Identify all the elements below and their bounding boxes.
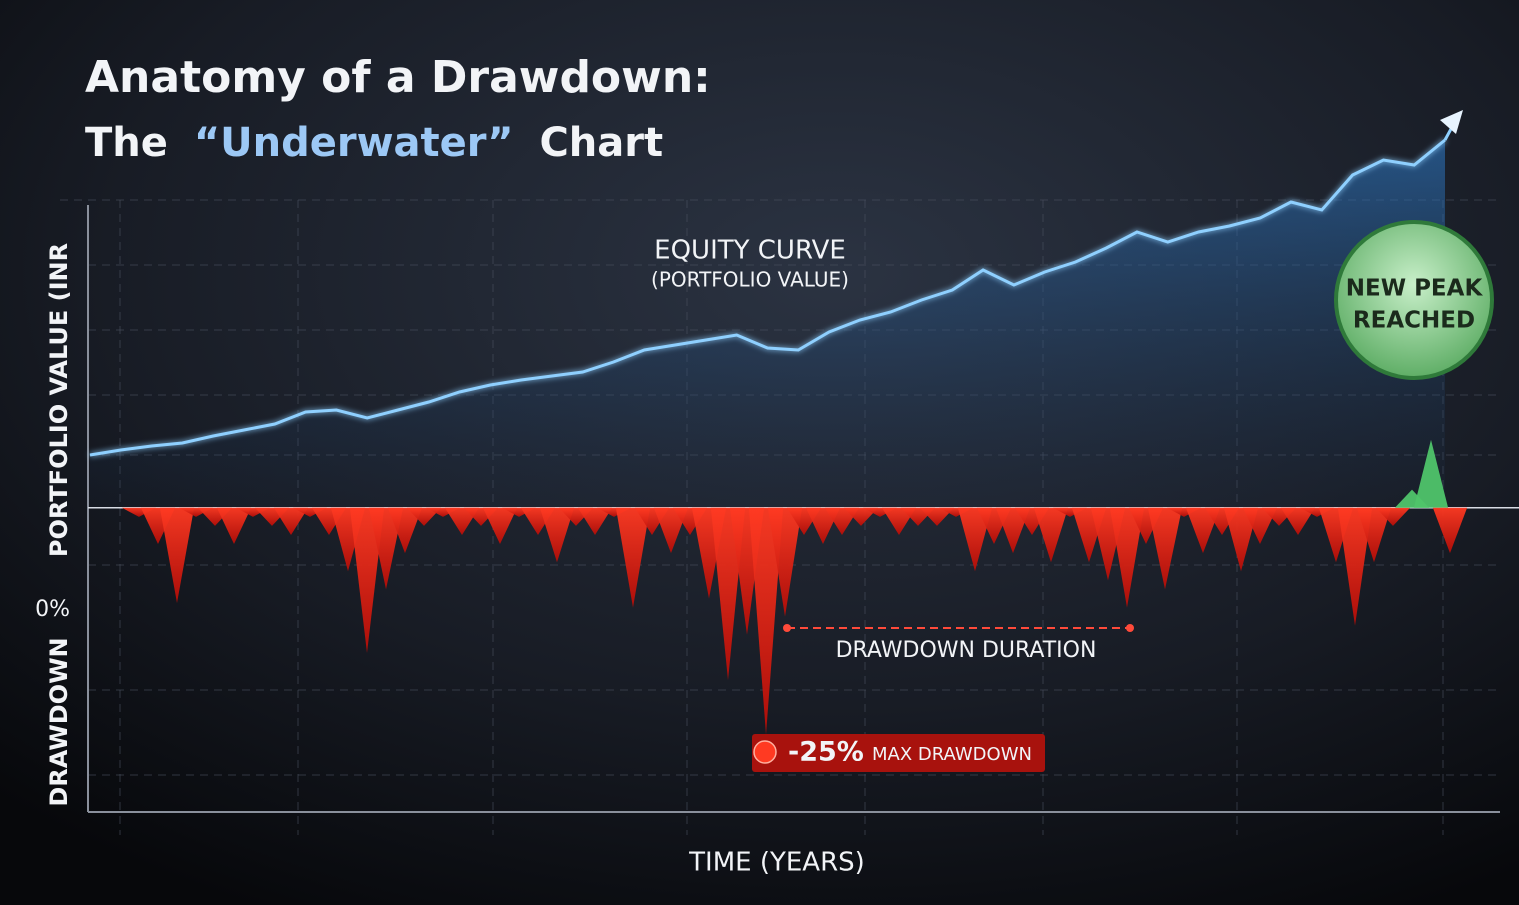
y-axis-label: PORTFOLIO VALUE (INR — [45, 243, 73, 557]
drawdown-spike — [615, 507, 651, 608]
drawdown-spike — [1242, 507, 1278, 545]
duration: DRAWDOWN DURATION — [783, 624, 1134, 663]
equity-area — [90, 140, 1445, 508]
badge-text: REACHED — [1353, 308, 1475, 334]
drawdown-spike — [159, 507, 195, 604]
subtitle-highlight: “Underwater” — [194, 120, 514, 166]
drawdown-spike — [843, 507, 879, 526]
max-drawdown-label: -25% MAX DRAWDOWN — [752, 734, 1045, 772]
drawdown-spike — [1185, 507, 1221, 554]
drawdown-spike — [957, 507, 993, 572]
drawdown-spike — [273, 507, 309, 535]
drawdown-spike — [1337, 507, 1373, 626]
drawdown-spike — [1375, 507, 1411, 526]
duration-end — [783, 624, 791, 632]
drawdown-spike — [349, 507, 385, 653]
chart-title: Anatomy of a Drawdown: — [85, 52, 711, 103]
drawdown-spike — [1223, 507, 1259, 572]
duration-end — [1126, 624, 1134, 632]
duration-label: DRAWDOWN DURATION — [836, 638, 1097, 663]
equity-line — [89, 138, 1446, 457]
drawdown-spike — [1109, 507, 1145, 608]
drawdown-spike — [767, 507, 803, 617]
drawdown-spike — [539, 507, 575, 563]
drawdown-spike — [482, 507, 518, 545]
arrow-head — [1440, 110, 1463, 134]
annotation: (PORTFOLIO VALUE) — [651, 268, 849, 292]
drawdown-spike — [577, 507, 613, 535]
plot: 0% — [35, 110, 1519, 735]
new-peak-badge: NEW PEAK REACHED — [1334, 220, 1494, 380]
drawdown-spike — [406, 507, 442, 526]
drawdown-spike — [216, 507, 252, 545]
subtitle-part: Chart — [539, 120, 663, 166]
chart-subtitle: The “Underwater” Chart — [85, 120, 663, 166]
drawdown-spike — [368, 507, 404, 590]
drawdown-spike — [919, 507, 955, 526]
label-box — [752, 734, 1045, 772]
y-axis-label: DRAWDOWN — [45, 637, 73, 806]
max-drawdown-text: MAX DRAWDOWN — [872, 744, 1032, 765]
drawdown-spike — [748, 507, 784, 735]
y-tick-label: 0% — [35, 597, 70, 622]
drawdown-spike — [1432, 507, 1468, 554]
drawdown-spike — [653, 507, 689, 554]
drawdown-spike — [1356, 507, 1392, 563]
x-axis-label: TIME (YEARS) — [688, 848, 865, 878]
drawdown-spike — [1147, 507, 1183, 590]
annotation: EQUITY CURVE — [654, 236, 846, 266]
subtitle-part: The — [85, 120, 168, 166]
badge — [1334, 220, 1494, 380]
max-drawdown-value: -25% — [788, 737, 864, 768]
badge-text: NEW PEAK — [1346, 276, 1484, 302]
drawdown-spike — [995, 507, 1031, 554]
drawdown-spike — [1033, 507, 1069, 563]
peak-spike — [1413, 439, 1449, 508]
drawdown-spike — [1280, 507, 1316, 535]
max-drawdown-marker — [753, 740, 777, 764]
drawdown-spike — [387, 507, 423, 554]
